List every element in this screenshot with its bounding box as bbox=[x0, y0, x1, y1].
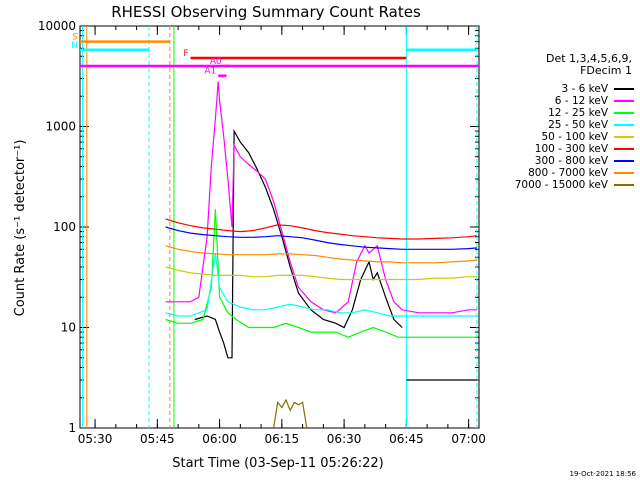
x-axis-label: Start Time (03-Sep-11 05:26:22) bbox=[172, 456, 383, 471]
legend-entry: 6 - 12 keV bbox=[496, 95, 640, 107]
legend-entry: 300 - 800 keV bbox=[496, 155, 640, 167]
legend-entry-swatch bbox=[614, 88, 634, 90]
generation-timestamp: 19-Oct-2021 18:56 bbox=[569, 470, 636, 478]
legend-entry: 50 - 100 keV bbox=[496, 131, 640, 143]
x-tick-label: 06:00 bbox=[202, 432, 237, 446]
series-line-300-800-keV bbox=[165, 226, 477, 250]
x-tick-label: 06:30 bbox=[327, 432, 362, 446]
state-segment-label: F bbox=[183, 49, 188, 59]
legend-entry: 100 - 300 keV bbox=[496, 143, 640, 155]
series-line-800-7000-keV bbox=[165, 245, 477, 264]
state-segment-label: A1 bbox=[204, 67, 216, 77]
x-tick-label: 07:00 bbox=[451, 432, 486, 446]
legend-entry-swatch bbox=[614, 148, 634, 150]
legend-entry-label: 50 - 100 keV bbox=[541, 131, 608, 143]
series-line-25-50-keV bbox=[165, 253, 477, 317]
y-tick-label: 10 bbox=[61, 321, 76, 335]
series-line-7000-15000-keV bbox=[273, 398, 308, 429]
legend-entry-swatch bbox=[614, 160, 634, 162]
legend-entry: 3 - 6 keV bbox=[496, 83, 640, 95]
y-axis-label: Count Rate (s⁻¹ detector⁻¹) bbox=[13, 140, 28, 317]
legend-entry-swatch bbox=[614, 136, 634, 138]
legend-entry-swatch bbox=[614, 184, 634, 186]
legend-entry-label: 300 - 800 keV bbox=[534, 155, 608, 167]
x-tick-label: 05:45 bbox=[140, 432, 175, 446]
chart-title: RHESSI Observing Summary Count Rates bbox=[111, 3, 421, 21]
series-line-50-100-keV bbox=[165, 266, 477, 281]
y-tick-label: 10000 bbox=[38, 19, 76, 33]
state-segment-label: N bbox=[71, 41, 78, 51]
legend-entry-swatch bbox=[614, 112, 634, 114]
legend-entry-label: 3 - 6 keV bbox=[561, 83, 608, 95]
state-segment-label: S bbox=[72, 33, 78, 43]
y-tick-label: 1 bbox=[68, 421, 76, 435]
legend-entry: 7000 - 15000 keV bbox=[496, 179, 640, 191]
legend-entry-label: 12 - 25 keV bbox=[548, 107, 608, 119]
series-line-12-25-keV bbox=[165, 209, 477, 338]
y-tick-label: 1000 bbox=[45, 120, 76, 134]
legend-entry: 25 - 50 keV bbox=[496, 119, 640, 131]
legend-entry-label: 100 - 300 keV bbox=[534, 143, 608, 155]
x-tick-label: 05:30 bbox=[78, 432, 113, 446]
series-line-3-6-keV bbox=[194, 128, 403, 359]
legend-entry-label: 800 - 7000 keV bbox=[528, 167, 608, 179]
plot-area: 1 10 100 1000 10000 05:30 05:45 06:00 06:15 06:30… bbox=[38, 19, 486, 446]
legend-entry-swatch bbox=[614, 172, 634, 174]
state-segment-label: A0 bbox=[210, 57, 222, 67]
x-tick-label: 06:15 bbox=[265, 432, 300, 446]
legend-entry: 800 - 7000 keV bbox=[496, 167, 640, 179]
legend-entry-label: 6 - 12 keV bbox=[554, 95, 608, 107]
legend-title-line-1: Det 1,3,4,5,6,9, bbox=[545, 52, 632, 65]
legend-title-line-2: FDecim 1 bbox=[580, 64, 632, 77]
legend-entry: 12 - 25 keV bbox=[496, 107, 640, 119]
legend-entry-label: 7000 - 15000 keV bbox=[514, 179, 608, 191]
series-line-6-12-keV bbox=[165, 81, 477, 314]
series-line-100-300-keV bbox=[165, 218, 477, 240]
legend-entry-swatch bbox=[614, 100, 634, 102]
legend-entry-swatch bbox=[614, 124, 634, 126]
y-tick-label: 100 bbox=[53, 220, 76, 234]
x-tick-label: 06:45 bbox=[389, 432, 424, 446]
legend-entry-label: 25 - 50 keV bbox=[548, 119, 608, 131]
